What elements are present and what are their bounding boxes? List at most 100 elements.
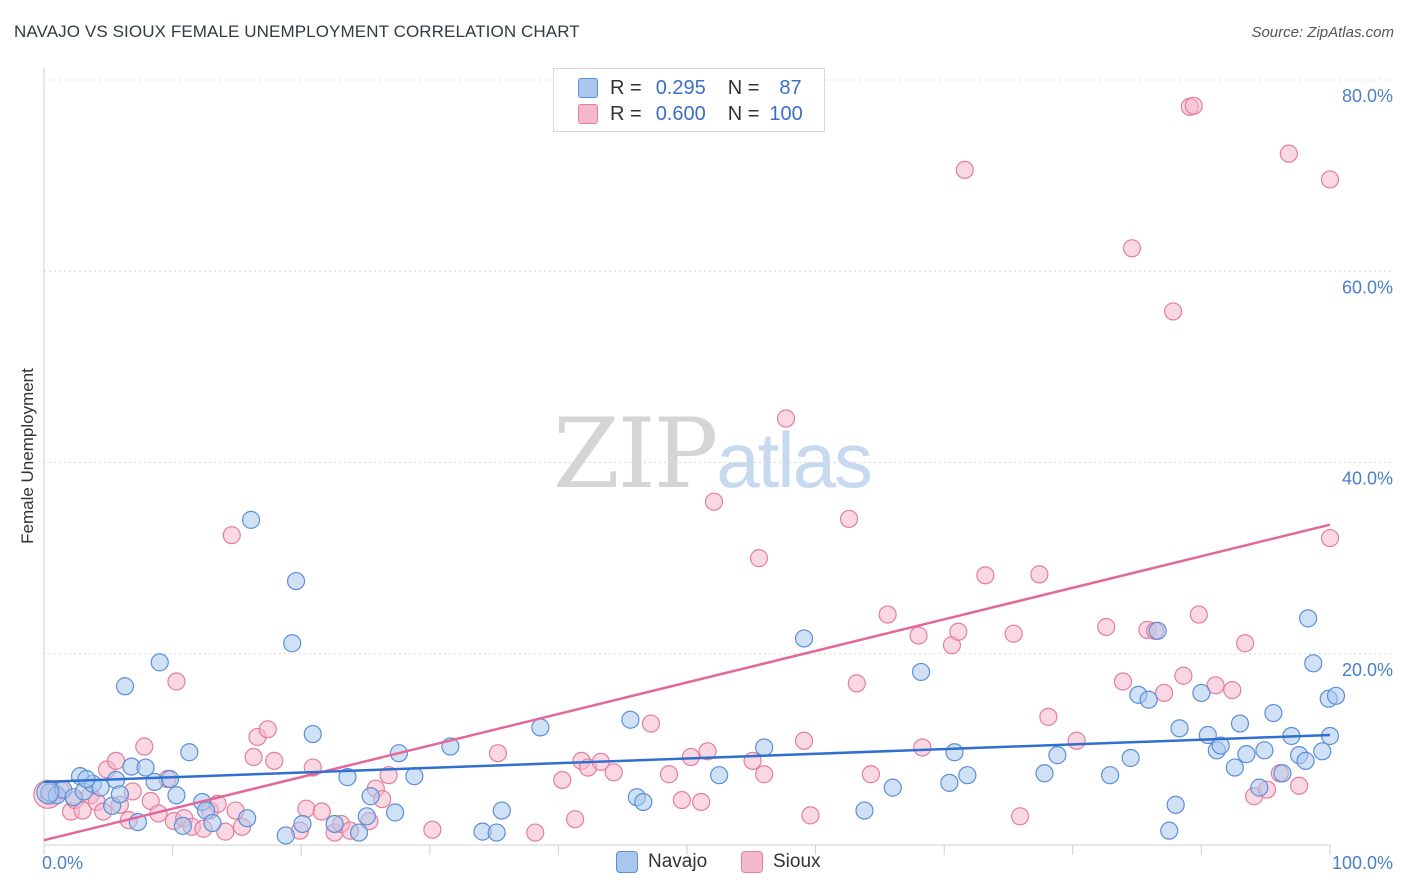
sioux-point[interactable] [1279,144,1298,163]
navajo-point[interactable] [203,813,222,833]
sioux-point[interactable] [1004,624,1023,643]
navajo-point[interactable] [173,816,192,835]
sioux-point[interactable] [801,806,820,825]
navajo-point[interactable] [283,634,302,653]
sioux-point[interactable] [297,799,316,818]
navajo-point[interactable] [361,787,380,806]
sioux-point[interactable] [672,790,691,810]
sioux-point[interactable] [1290,776,1309,795]
sioux-point[interactable] [1184,96,1203,115]
navajo-point[interactable] [1211,736,1230,755]
navajo-point[interactable] [1121,748,1140,768]
navajo-point[interactable] [1148,621,1167,640]
sioux-point[interactable] [847,674,866,693]
navajo-point[interactable] [1048,746,1067,765]
navajo-point[interactable] [911,662,931,682]
navajo-point[interactable] [276,826,295,845]
navajo-point[interactable] [1273,764,1292,783]
navajo-point[interactable] [1264,703,1283,723]
sioux-point[interactable] [839,509,859,529]
sioux-point[interactable] [135,737,154,756]
navajo-point[interactable] [325,814,344,834]
navajo-point[interactable] [794,629,814,648]
navajo-point[interactable] [531,718,550,737]
navajo-point[interactable] [180,743,199,762]
navajo-point[interactable] [634,792,653,812]
navajo-point[interactable] [160,769,180,789]
navajo-point[interactable] [293,814,312,834]
navajo-point[interactable] [385,803,405,822]
sioux-point[interactable] [909,626,928,645]
navajo-point[interactable] [238,809,257,828]
navajo-point[interactable] [1100,766,1120,785]
sioux-point[interactable] [1236,634,1255,653]
sioux-point[interactable] [1174,666,1193,685]
sioux-point[interactable] [776,409,796,428]
sioux-point[interactable] [553,770,572,790]
sioux-point[interactable] [167,672,186,691]
sioux-point[interactable] [641,714,661,733]
sioux-point[interactable] [379,766,398,785]
navajo-point[interactable] [303,724,322,744]
navajo-point[interactable] [115,677,135,696]
sioux-point[interactable] [1223,680,1242,700]
navajo-point[interactable] [150,653,169,672]
navajo-point[interactable] [1326,686,1346,705]
sioux-point[interactable] [244,747,263,767]
sioux-point[interactable] [1030,565,1049,584]
sioux-point[interactable] [566,810,585,829]
sioux-point[interactable] [692,792,711,812]
sioux-point[interactable] [312,802,331,821]
sioux-point[interactable] [861,765,880,784]
sioux-point[interactable] [1164,302,1183,321]
sioux-point[interactable] [526,823,545,842]
navajo-point[interactable] [855,801,874,820]
sioux-point[interactable] [976,566,995,585]
sioux-point[interactable] [604,763,623,782]
sioux-point[interactable] [1320,528,1340,548]
navajo-point[interactable] [1166,795,1185,814]
navajo-point[interactable] [1230,714,1250,733]
sioux-point[interactable] [794,731,814,750]
sioux-point[interactable] [488,744,508,763]
navajo-point[interactable] [36,780,60,805]
navajo-point[interactable] [357,807,376,826]
navajo-point[interactable] [1225,758,1244,777]
navajo-point[interactable] [1255,741,1274,760]
sioux-point[interactable] [423,820,442,839]
navajo-point[interactable] [940,773,959,792]
navajo-point[interactable] [1299,609,1318,628]
navajo-point[interactable] [1160,821,1179,840]
sioux-point[interactable] [1155,683,1174,703]
navajo-point[interactable] [1237,745,1256,764]
navajo-point[interactable] [1035,764,1054,783]
navajo-point[interactable] [286,571,306,591]
sioux-point[interactable] [1122,239,1142,258]
navajo-point[interactable] [405,767,424,786]
sioux-point[interactable] [955,160,974,179]
sioux-point[interactable] [659,765,679,784]
navajo-point[interactable] [1250,778,1269,797]
navajo-point[interactable] [1139,690,1158,709]
navajo-point[interactable] [710,766,729,785]
navajo-point[interactable] [1192,683,1211,703]
navajo-point[interactable] [1304,654,1323,673]
navajo-point[interactable] [945,743,964,762]
navajo-point[interactable] [492,801,511,820]
navajo-point[interactable] [755,738,774,757]
navajo-point[interactable] [1170,719,1189,738]
sioux-point[interactable] [73,801,92,820]
sioux-point[interactable] [749,549,769,568]
navajo-point[interactable] [110,785,129,804]
sioux-point[interactable] [1320,170,1340,189]
navajo-point[interactable] [487,823,506,842]
sioux-point[interactable] [755,765,774,784]
sioux-point[interactable] [949,622,968,641]
navajo-point[interactable] [1296,751,1315,770]
legend-item-navajo[interactable]: Navajo [616,851,707,873]
sioux-point[interactable] [1039,707,1058,726]
sioux-point[interactable] [106,751,126,770]
navajo-point[interactable] [145,772,164,791]
sioux-point[interactable] [698,742,717,761]
navajo-point[interactable] [1313,742,1332,761]
